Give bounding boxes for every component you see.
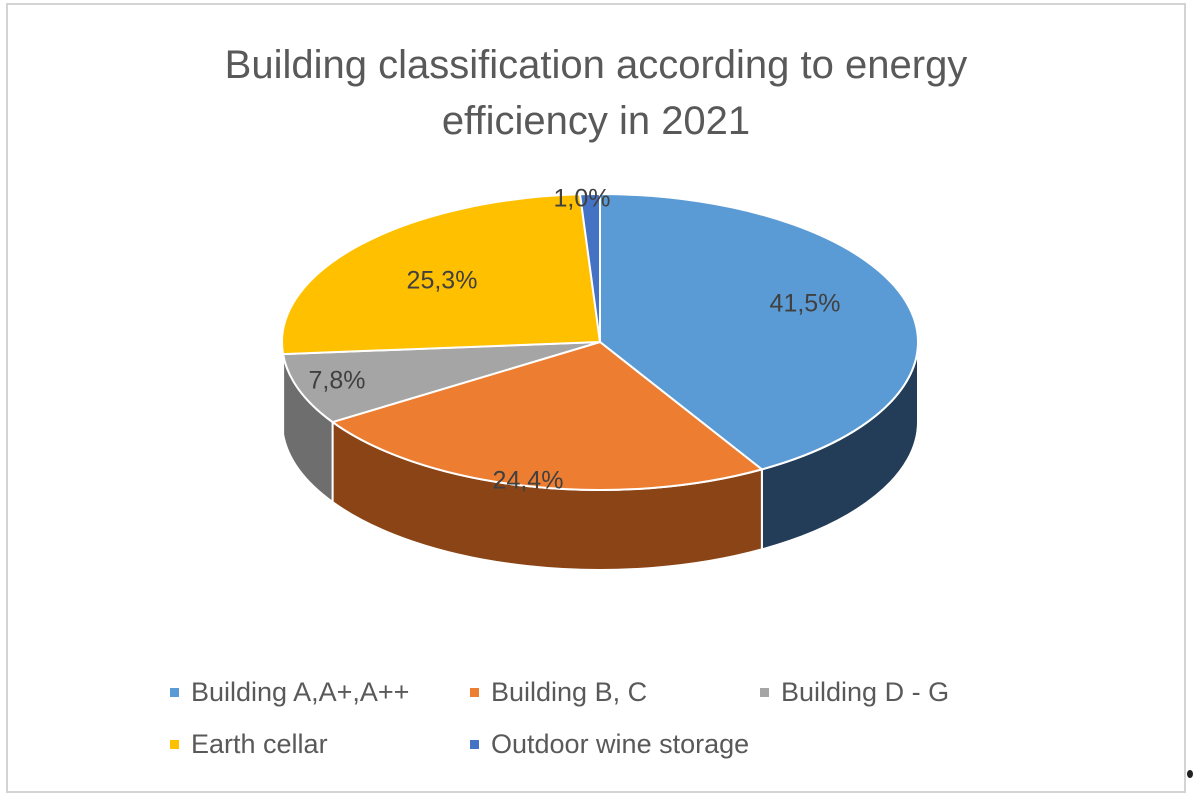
legend-label-earth-cellar: Earth cellar — [191, 728, 328, 759]
data-label-1: 24,4% — [493, 467, 564, 495]
corner-mark — [1187, 770, 1193, 778]
chart-title-line-2: efficiency in 2021 — [441, 99, 751, 143]
data-label-0: 41,5% — [770, 290, 841, 318]
legend-item-earth-cellar: Earth cellar — [170, 724, 328, 764]
legend: Building A,A+,A++ Building B, C Building… — [170, 672, 970, 776]
legend-row-2: Earth cellar Outdoor wine storage — [170, 724, 970, 776]
legend-item-building-b-c: Building B, C — [470, 672, 647, 712]
chart-title: Building classification according to ene… — [8, 37, 1184, 149]
data-label-2: 7,8% — [309, 367, 366, 395]
legend-swatch-building-a — [170, 687, 179, 697]
legend-swatch-building-b-c — [470, 687, 479, 697]
legend-label-outdoor-wine-storage: Outdoor wine storage — [491, 728, 750, 759]
data-label-4: 1,0% — [554, 185, 611, 213]
legend-item-building-d-g: Building D - G — [760, 672, 949, 712]
pie-slice-1 — [330, 340, 765, 491]
legend-swatch-earth-cellar — [170, 739, 179, 749]
pie-slice-3 — [281, 193, 602, 356]
pie-slice-0 — [599, 192, 919, 471]
legend-label-building-b-c: Building B, C — [491, 676, 648, 707]
legend-item-building-a: Building A,A+,A++ — [170, 672, 409, 712]
chart-title-line-1: Building classification according to ene… — [224, 43, 968, 87]
legend-item-outdoor-wine-storage: Outdoor wine storage — [470, 724, 749, 764]
legend-label-building-d-g: Building D - G — [781, 676, 950, 707]
legend-swatch-outdoor-wine-storage — [470, 739, 479, 749]
pie-slice-2 — [281, 341, 601, 424]
legend-label-building-a: Building A,A+,A++ — [191, 676, 410, 707]
legend-row-1: Building A,A+,A++ Building B, C Building… — [170, 672, 970, 724]
pie-slice-4 — [578, 192, 601, 343]
legend-swatch-building-d-g — [760, 687, 769, 697]
data-label-3: 25,3% — [407, 267, 478, 295]
